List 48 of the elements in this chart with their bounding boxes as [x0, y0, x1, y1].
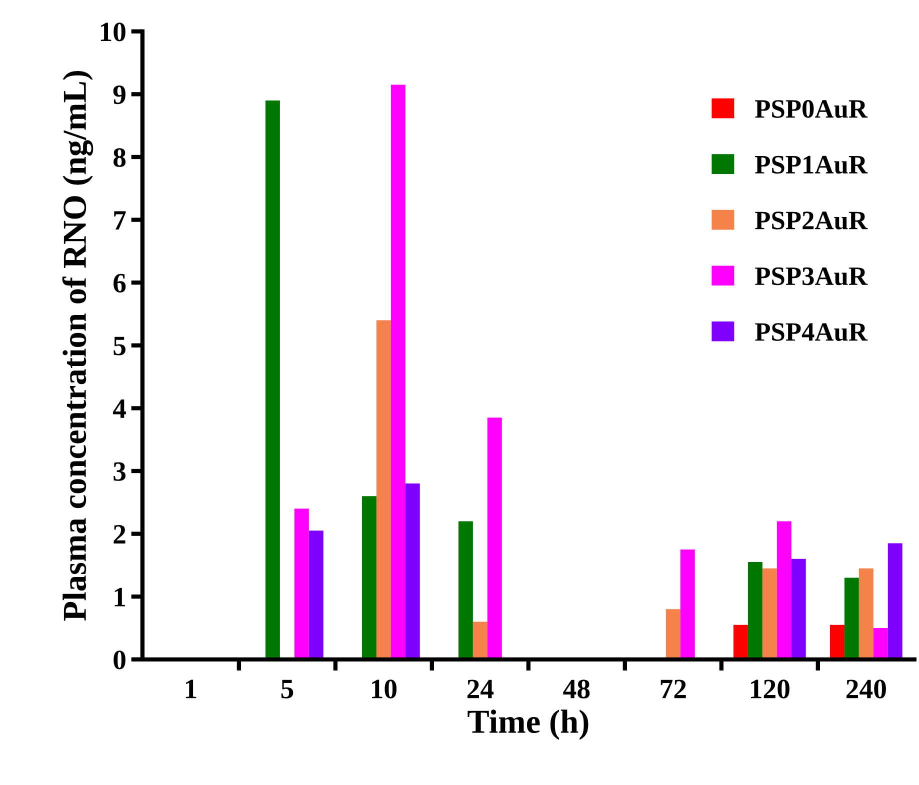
- y-tick-label: 2: [114, 525, 126, 544]
- x-tick-label: 10: [372, 680, 397, 698]
- bar: [666, 609, 680, 660]
- x-axis-title: Time (h): [468, 710, 588, 740]
- bar: [405, 484, 420, 660]
- bar: [858, 568, 874, 660]
- x-tick-label: 72: [660, 680, 686, 698]
- x-tick-label: 120: [751, 680, 790, 698]
- y-tick-label: 7: [114, 211, 126, 230]
- bar: [472, 622, 488, 660]
- x-tick-label: 1: [186, 680, 196, 698]
- bar: [733, 624, 748, 660]
- y-tick-label: 10: [100, 22, 126, 42]
- bar: [776, 521, 792, 660]
- bar: [748, 562, 762, 660]
- bar: [487, 418, 502, 660]
- x-tick-label: 240: [846, 680, 886, 698]
- x-tick-label: 48: [563, 680, 590, 698]
- x-tick-label: 5: [281, 680, 294, 698]
- bar: [791, 558, 806, 660]
- bar: [844, 578, 859, 660]
- y-tick-label: 9: [113, 85, 126, 104]
- y-tick-label: 1: [114, 588, 126, 606]
- legend-label: PSP1AuR: [755, 156, 868, 174]
- y-tick-label: 0: [114, 650, 126, 670]
- legend-label: PSP4AuR: [755, 323, 868, 341]
- bar: [362, 496, 376, 660]
- bar: [762, 568, 777, 660]
- legend-label: PSP3AuR: [755, 267, 868, 286]
- bar: [308, 530, 324, 660]
- bar: [265, 100, 280, 660]
- y-axis-title: Plasma concentration of RNO (ng/mL): [62, 70, 94, 621]
- legend-label: PSP2AuR: [755, 212, 868, 230]
- bar: [376, 320, 391, 660]
- bar: [458, 521, 473, 660]
- bar: [390, 84, 406, 660]
- y-tick-label: 5: [114, 336, 126, 356]
- bar: [294, 508, 309, 660]
- x-tick-label: 24: [467, 680, 494, 698]
- legend-label: PSP0AuR: [755, 100, 868, 118]
- y-tick-label: 6: [114, 274, 126, 293]
- bar: [888, 543, 902, 660]
- bar: [680, 550, 695, 660]
- bar: [830, 624, 844, 660]
- y-tick-label: 4: [112, 400, 126, 418]
- y-tick-label: 3: [114, 462, 126, 481]
- bar: [873, 628, 888, 660]
- y-tick-label: 8: [114, 148, 126, 167]
